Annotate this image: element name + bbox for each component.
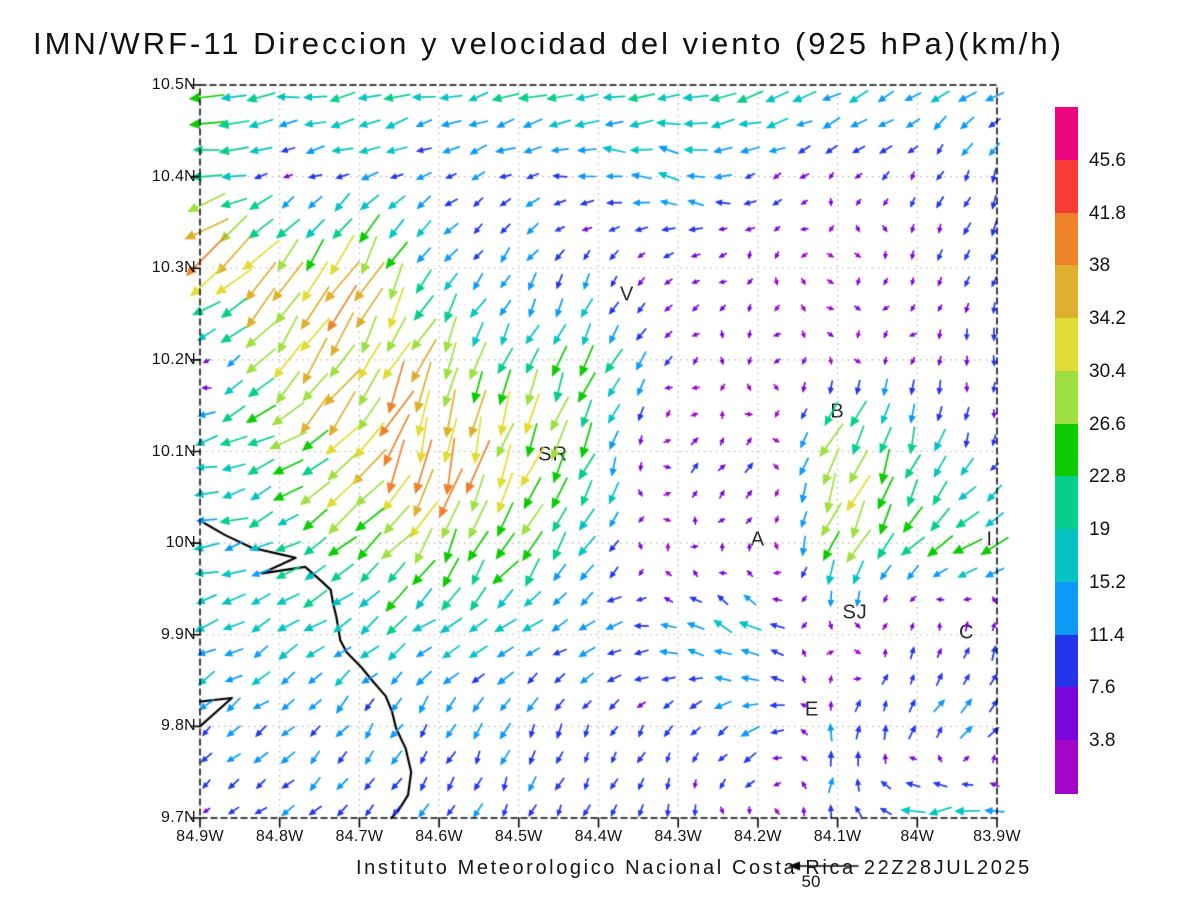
y-tick-label: 9.7N — [161, 809, 196, 826]
colorbar-segment — [1055, 212, 1078, 266]
x-tick-label: 84.5W — [494, 828, 543, 845]
y-tick-label: 10.3N — [151, 259, 196, 277]
colorbar-segment — [1055, 423, 1078, 477]
colorbar-label: 30.4 — [1089, 360, 1126, 382]
caption-text: Instituto Meteorologico Nacional Costa R… — [356, 857, 1032, 879]
x-tick-label: 84.8W — [255, 828, 304, 845]
colorbar-label: 11.4 — [1089, 624, 1125, 646]
colorbar-segment — [1055, 107, 1078, 161]
x-tick-label: 84.1W — [813, 828, 862, 845]
x-tick-label: 84.7W — [335, 828, 384, 845]
reference-vector-label: 50 — [801, 872, 821, 891]
colorbar-segment — [1055, 740, 1078, 794]
x-tick-label: 84.3W — [654, 828, 703, 845]
colorbar-segment — [1055, 529, 1078, 583]
x-tick-label: 84.4W — [574, 828, 623, 845]
y-tick-label: 10.1N — [151, 442, 196, 460]
colorbar-segment — [1055, 581, 1078, 636]
x-tick-label: 84W — [900, 828, 935, 845]
colorbar-label: 41.8 — [1089, 202, 1126, 224]
colorbar-label: 19 — [1089, 519, 1111, 541]
y-tick-label: 10N — [165, 534, 196, 552]
y-tick-label: 10.5N — [151, 76, 196, 93]
colorbar-label: 26.6 — [1089, 413, 1126, 435]
y-tick-label: 10.4N — [151, 167, 196, 185]
colorbar-label: 34.2 — [1089, 308, 1126, 330]
x-tick-label: 84.9W — [176, 828, 224, 845]
colorbar-segment — [1055, 476, 1078, 530]
colorbar-label: 38 — [1089, 255, 1111, 277]
colorbar-segment — [1055, 634, 1078, 689]
colorbar-label: 22.8 — [1089, 466, 1126, 488]
y-tick-label: 9.8N — [161, 717, 196, 735]
colorbar-label: 45.6 — [1089, 149, 1126, 171]
colorbar-segment — [1055, 265, 1078, 319]
y-tick-label: 10.2N — [151, 350, 196, 368]
colorbar-segment — [1055, 687, 1078, 741]
x-tick-label: 84.6W — [415, 828, 463, 845]
colorbar-segment — [1055, 159, 1078, 214]
x-tick-label: 83.9W — [973, 828, 1021, 845]
colorbar-segment — [1055, 318, 1078, 372]
colorbar-segment — [1055, 370, 1078, 425]
colorbar-label: 3.8 — [1089, 730, 1116, 752]
chart-title: IMN/WRF-11 Direccion y velocidad del vie… — [33, 26, 1064, 61]
colorbar-label: 15.2 — [1089, 571, 1126, 593]
y-tick-label: 9.9N — [161, 625, 196, 643]
colorbar-label: 7.6 — [1089, 677, 1116, 699]
x-tick-label: 84.2W — [734, 828, 782, 845]
